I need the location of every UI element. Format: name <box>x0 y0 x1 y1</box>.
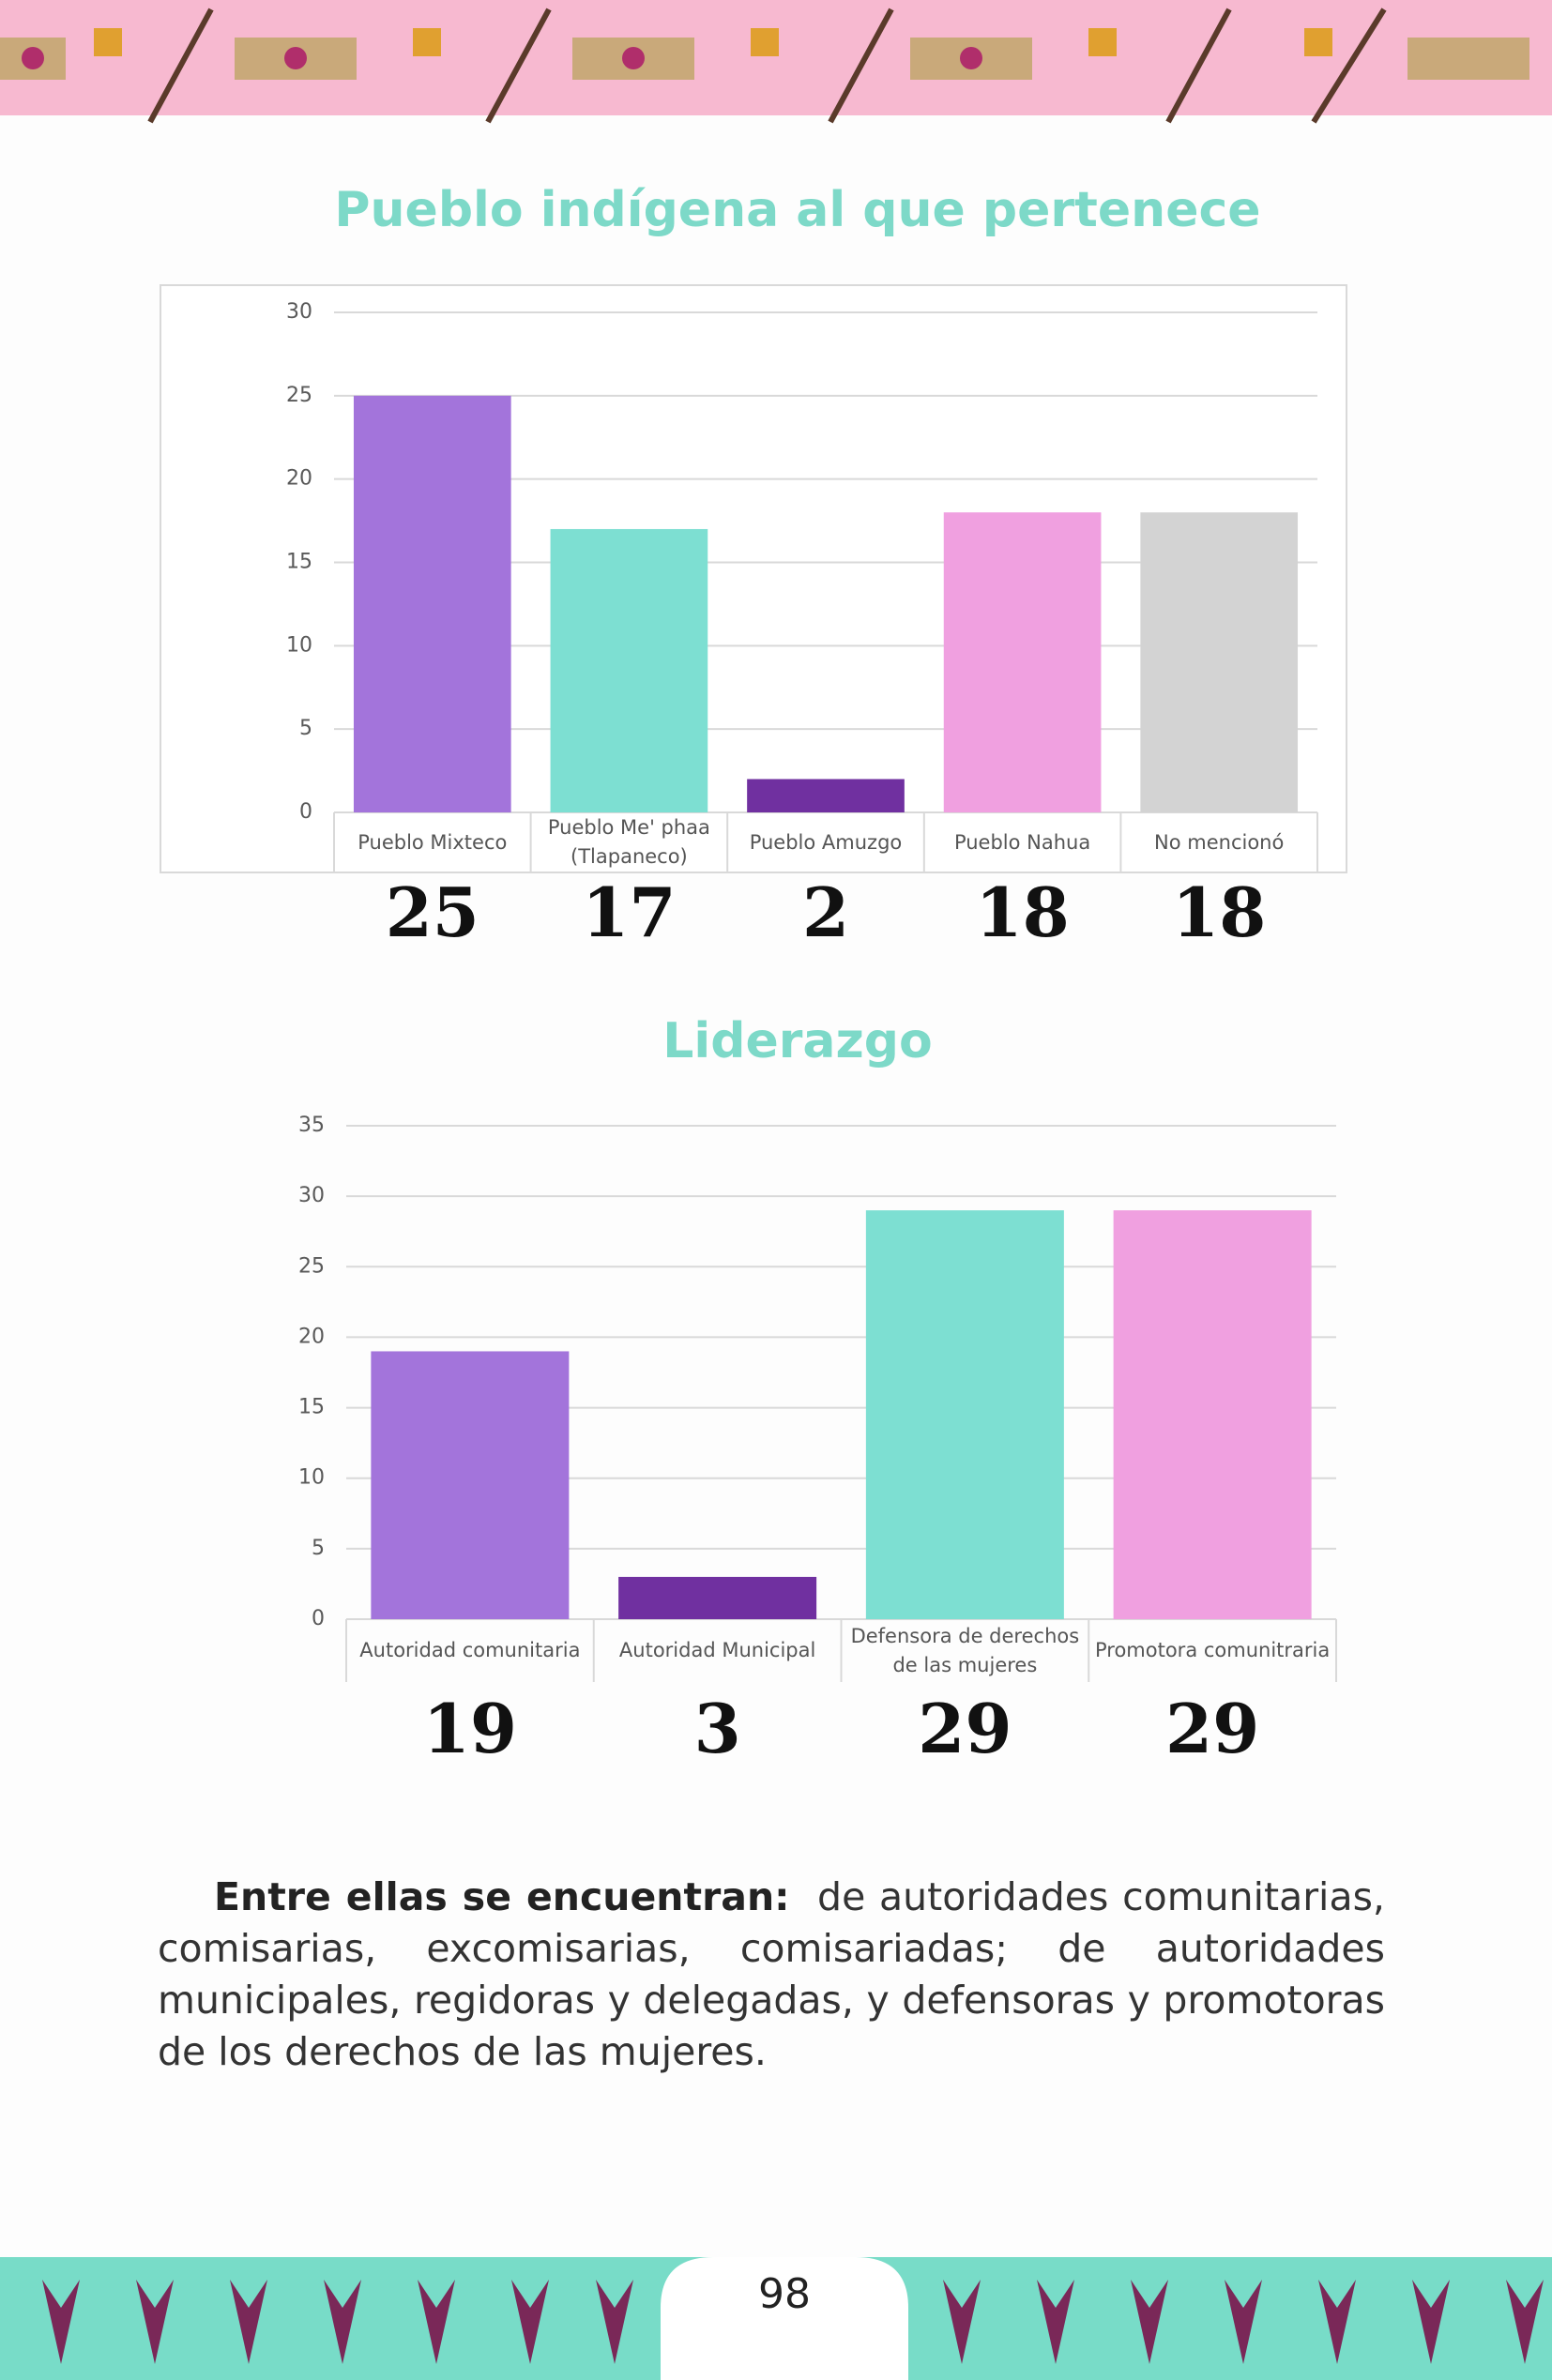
y-tick-label: 35 <box>298 1114 325 1137</box>
value-label: 18 <box>1172 872 1266 952</box>
value-label: 29 <box>918 1689 1012 1768</box>
y-tick-label: 20 <box>286 467 312 491</box>
y-tick-label: 30 <box>298 1184 325 1207</box>
x-tick-label: No mencionó <box>1154 830 1285 854</box>
y-tick-label: 25 <box>298 1254 325 1278</box>
header-pattern <box>0 8 1529 124</box>
bar <box>865 1210 1064 1619</box>
x-tick-label: Autoridad comunitaria <box>359 1639 581 1661</box>
chart-title: Pueblo indígena al que pertenece <box>334 182 1260 238</box>
y-tick-label: 5 <box>299 717 312 740</box>
bar <box>371 1351 570 1619</box>
y-tick-label: 15 <box>286 551 312 574</box>
y-tick-label: 20 <box>298 1325 325 1348</box>
x-tick-label: Promotora comunitraria <box>1094 1639 1331 1661</box>
paragraph-body: de autoridades comunitarias, comisarias,… <box>158 1874 1385 2074</box>
value-label: 29 <box>1165 1689 1259 1768</box>
value-label: 25 <box>386 872 479 952</box>
bar <box>550 528 708 812</box>
value-label: 3 <box>694 1689 741 1768</box>
x-tick-label: Pueblo Nahua <box>953 830 1091 854</box>
x-tick-label: Pueblo Amuzgo <box>749 830 903 854</box>
y-tick-label: 30 <box>286 300 312 324</box>
paragraph-lead: Entre ellas se encuentran: <box>214 1874 790 1919</box>
value-label: 18 <box>975 872 1069 952</box>
value-label: 19 <box>423 1689 517 1768</box>
bar <box>1140 512 1299 812</box>
y-tick-label: 0 <box>299 800 312 824</box>
y-tick-label: 5 <box>312 1537 325 1560</box>
y-tick-label: 0 <box>312 1607 325 1630</box>
bar <box>353 395 511 812</box>
bar <box>943 512 1102 812</box>
y-tick-label: 25 <box>286 384 312 407</box>
x-tick-label: Defensora de derechos de las mujeres <box>850 1624 1080 1676</box>
bar <box>1113 1210 1312 1619</box>
page-tab <box>661 2257 908 2380</box>
paragraph: Entre ellas se encuentran: de autoridade… <box>158 1872 1385 2078</box>
x-tick-label: Pueblo Mixteco <box>358 830 508 854</box>
bar <box>747 779 905 812</box>
y-tick-label: 10 <box>298 1466 325 1490</box>
chart-title: Liderazgo <box>662 1013 932 1069</box>
y-tick-label: 15 <box>298 1396 325 1419</box>
page-number: 98 <box>758 2270 811 2318</box>
x-tick-label: Pueblo Me' phaa (Tlapaneco) <box>547 816 710 868</box>
header-band <box>0 0 1552 115</box>
bar <box>618 1576 817 1619</box>
value-label: 17 <box>582 872 676 952</box>
footer-pattern <box>42 2280 1544 2364</box>
y-tick-label: 10 <box>286 633 312 657</box>
value-label: 2 <box>802 872 849 952</box>
x-tick-label: Autoridad Municipal <box>618 1639 816 1661</box>
